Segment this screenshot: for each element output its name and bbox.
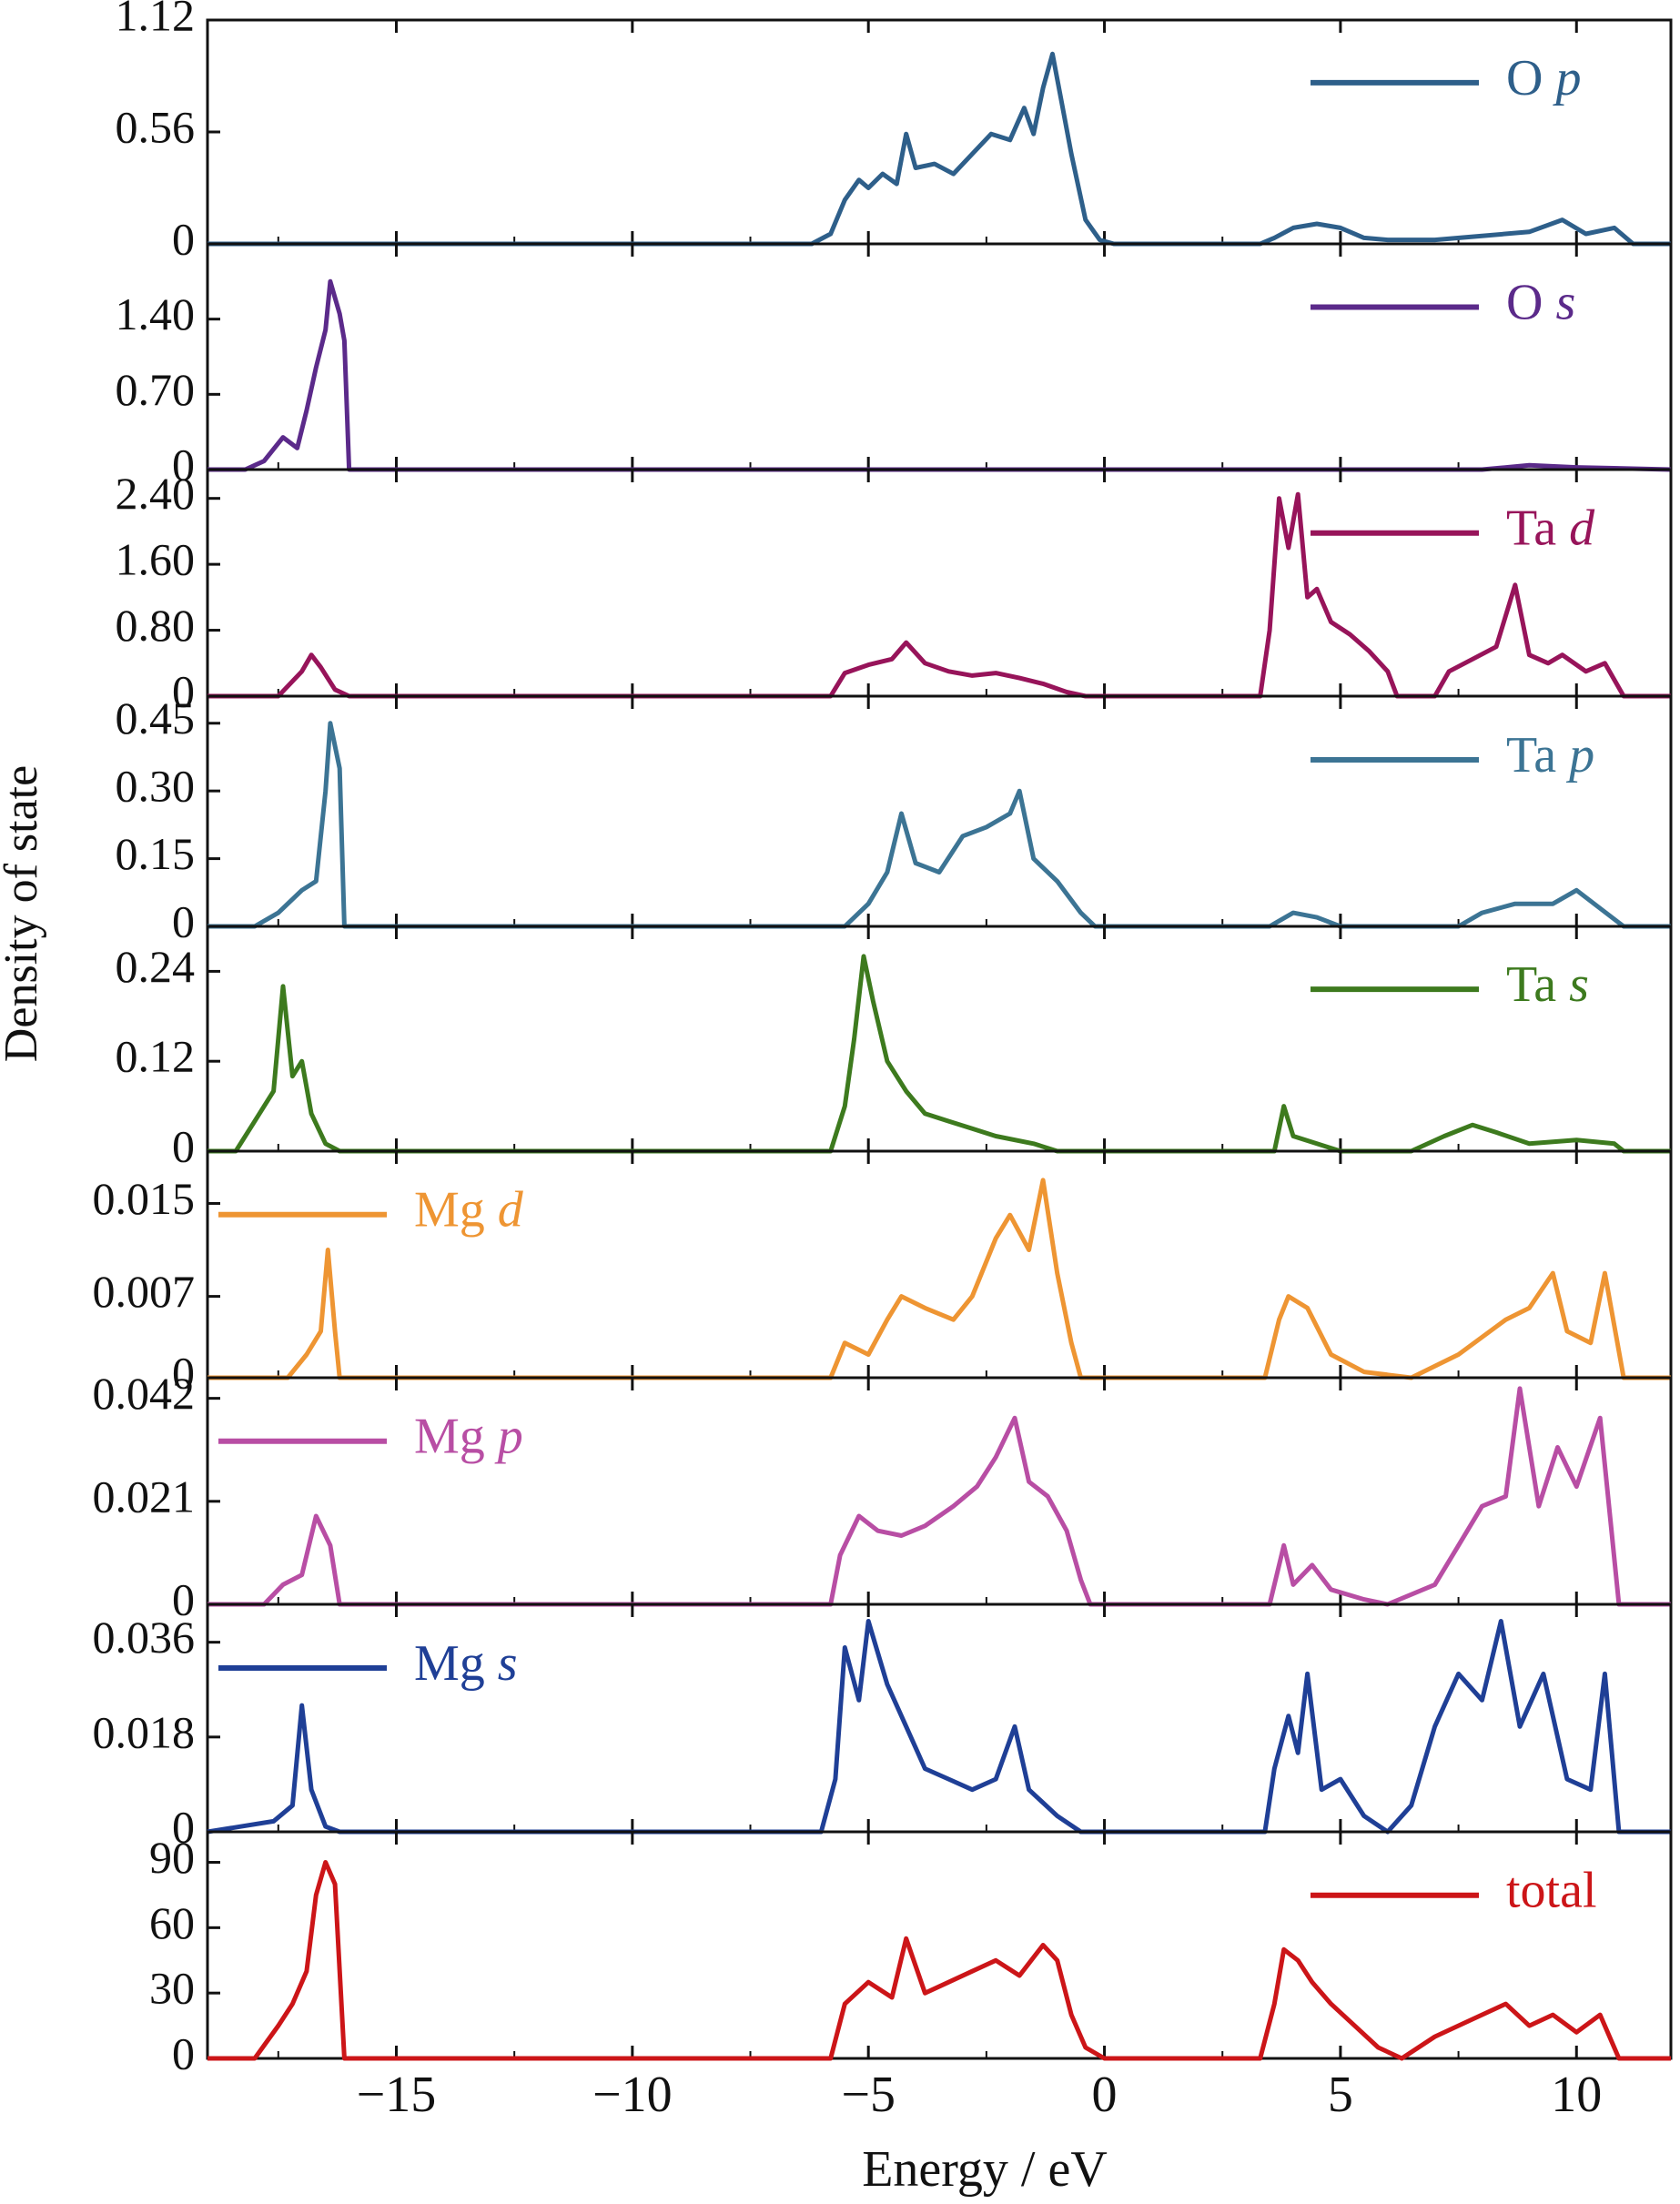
y-tick-label: 90 [149,1832,195,1883]
panel-o-s: 0 0.70 1.40 O s [116,242,1673,490]
legend-total: total [1311,1863,1597,1919]
y-tick-label: 0 [172,1347,195,1398]
legend-species: Mg [414,1182,498,1238]
legend-mg-s: Mg s [218,1635,518,1692]
legend-species: Mg [414,1409,498,1465]
series-line-o-p [207,51,1671,247]
legend-label: Ta s [1506,956,1589,1013]
panel-mg-d: 0 0.007 0.015 Mg d [93,1149,1673,1398]
legend-orbital: p [1552,50,1581,106]
legend-species: Ta [1506,956,1569,1013]
x-tick-label: −15 [357,2067,437,2123]
legend-orbital: p [1565,727,1594,784]
series-line-ta-d [207,491,1671,699]
y-tick-label: 0 [172,895,195,946]
y-tick-label: 0 [172,439,195,490]
x-tick-label: 0 [1092,2067,1118,2123]
legend-orbital: p [494,1409,523,1465]
panel-frame [206,1830,1673,2060]
x-axis: −15 −10 −5 0 5 10 [357,2067,1603,2123]
y-tick-label: 0.042 [93,1368,196,1419]
y-tick-label: 0.56 [116,101,196,152]
legend-ta-d: Ta d [1311,500,1595,557]
legend-species: Ta [1506,727,1569,784]
y-tick-label: 0.018 [93,1706,196,1757]
y-tick-label: 0 [172,665,195,716]
legend-o-s: O s [1311,274,1575,330]
legend-species: Ta [1506,500,1569,557]
legend-label: O p [1506,50,1581,106]
panel-total: 0 30 60 90 total [149,1830,1673,2078]
y-tick-label: 1.60 [116,534,196,585]
y-tick-label: 0 [172,1120,195,1171]
x-tick-label: 5 [1328,2067,1353,2123]
y-tick-label: 2.40 [116,468,196,519]
y-tick-label: 0.24 [116,941,196,992]
y-tick-label: 0.12 [116,1031,196,1082]
series-line-ta-s [207,954,1671,1154]
y-tick-label: 0.70 [116,364,196,415]
y-tick-label: 0.036 [93,1612,196,1663]
x-tick-label: 10 [1551,2067,1602,2123]
y-axis-label: Density of state [0,765,47,1062]
legend-orbital: d [1569,500,1595,557]
legend-orbital: s [1555,274,1575,330]
legend-o-p: O p [1311,50,1581,106]
legend-label: Ta d [1506,500,1595,557]
legend-label: Mg s [414,1635,518,1692]
series-line-o-s [207,278,1672,472]
legend-species: Mg [414,1635,498,1692]
x-tick-label: −5 [841,2067,896,2123]
series-line-ta-p [207,721,1671,929]
y-tick-label: 0.015 [93,1173,196,1224]
series-line-total [207,1860,1671,2061]
y-tick-label: 1.12 [116,0,196,40]
y-tick-label: 0.30 [116,761,196,812]
legend-mg-p: Mg p [218,1409,523,1465]
y-tick-label: 0 [172,1801,195,1852]
y-tick-label: 1.40 [116,288,196,339]
legend-label: Ta p [1506,727,1594,784]
legend-ta-p: Ta p [1311,727,1594,784]
legend-label: Mg d [414,1182,524,1238]
y-tick-label: 0.80 [116,600,196,651]
legend-label: O s [1506,274,1575,330]
legend-orbital: s [498,1635,518,1692]
y-tick-label: 0.007 [93,1266,196,1317]
legend-ta-s: Ta s [1311,956,1589,1013]
legend-species: O [1506,274,1555,330]
legend-label: total [1506,1863,1597,1919]
y-tick-label: 0 [172,1573,195,1624]
panels-layer: 0 0.56 1.12 O p 0 0.70 1.40 O s 0 0.80 1.60 2.40 Ta … [93,0,1673,2078]
x-axis-label: Energy / eV [862,2141,1108,2198]
y-tick-label: 0.021 [93,1471,196,1522]
y-tick-label: 0 [172,213,195,264]
legend-orbital: s [1569,956,1589,1013]
y-tick-label: 0 [172,2027,195,2078]
y-tick-label: 30 [149,1963,195,2014]
y-tick-label: 60 [149,1897,195,1948]
y-tick-label: 0.15 [116,828,196,879]
x-tick-label: −10 [592,2067,673,2123]
panel-ta-p: 0 0.15 0.30 0.45 Ta p [116,693,1673,946]
legend-species: O [1506,50,1555,106]
legend-label: Mg p [414,1409,523,1465]
legend-orbital: d [498,1182,524,1238]
legend-mg-d: Mg d [218,1182,524,1238]
panel-ta-d: 0 0.80 1.60 2.40 Ta d [116,468,1673,716]
y-tick-label: 0.45 [116,693,196,743]
